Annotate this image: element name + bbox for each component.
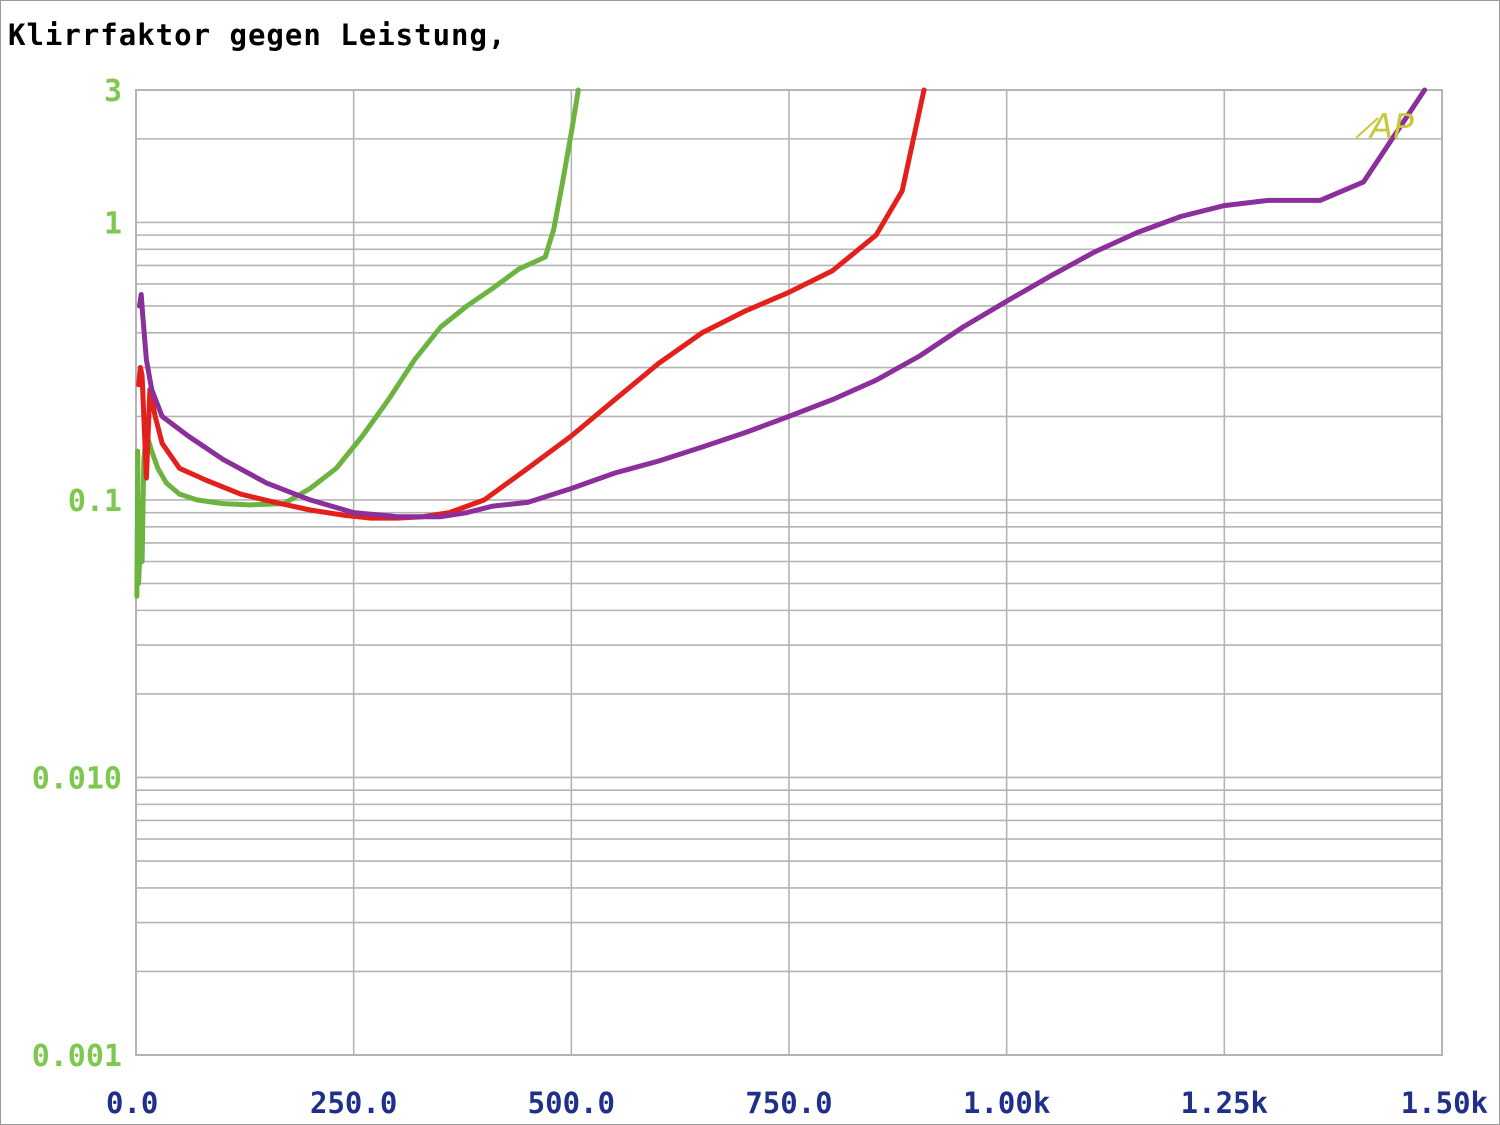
x-tick-label: 0.0 xyxy=(106,1086,158,1120)
series-line-red xyxy=(136,87,927,521)
logo-text: AP xyxy=(1368,107,1414,147)
x-tick-label: 1.00k xyxy=(963,1086,1050,1120)
y-tick-label: 3 xyxy=(104,74,122,109)
ap-logo: AP xyxy=(1355,107,1414,147)
x-tick-label: 750.0 xyxy=(745,1086,832,1120)
y-tick-label: 1 xyxy=(104,206,122,241)
logo-stroke xyxy=(1355,117,1379,139)
x-tick-label: 250.0 xyxy=(310,1086,397,1120)
series-line-purple xyxy=(137,87,1428,520)
series-layer xyxy=(134,87,1428,599)
x-tick-label: 1.25k xyxy=(1181,1086,1268,1120)
y-tick-label: 0.010 xyxy=(32,761,122,796)
x-tick-label: 1.50k xyxy=(1401,1086,1488,1120)
y-axis-tick-labels: 3 1 0.1 0.010 0.001 xyxy=(32,74,122,1074)
chart-title: Klirrfaktor gegen Leistung, xyxy=(8,18,507,52)
x-tick-label: 500.0 xyxy=(528,1086,615,1120)
y-tick-label: 0.001 xyxy=(32,1039,122,1074)
grid xyxy=(135,89,1443,1056)
x-axis-tick-labels: 0.0 250.0 500.0 750.0 1.00k 1.25k 1.50k xyxy=(106,1086,1488,1120)
y-tick-label: 0.1 xyxy=(68,484,122,519)
series-line-green xyxy=(134,87,581,599)
